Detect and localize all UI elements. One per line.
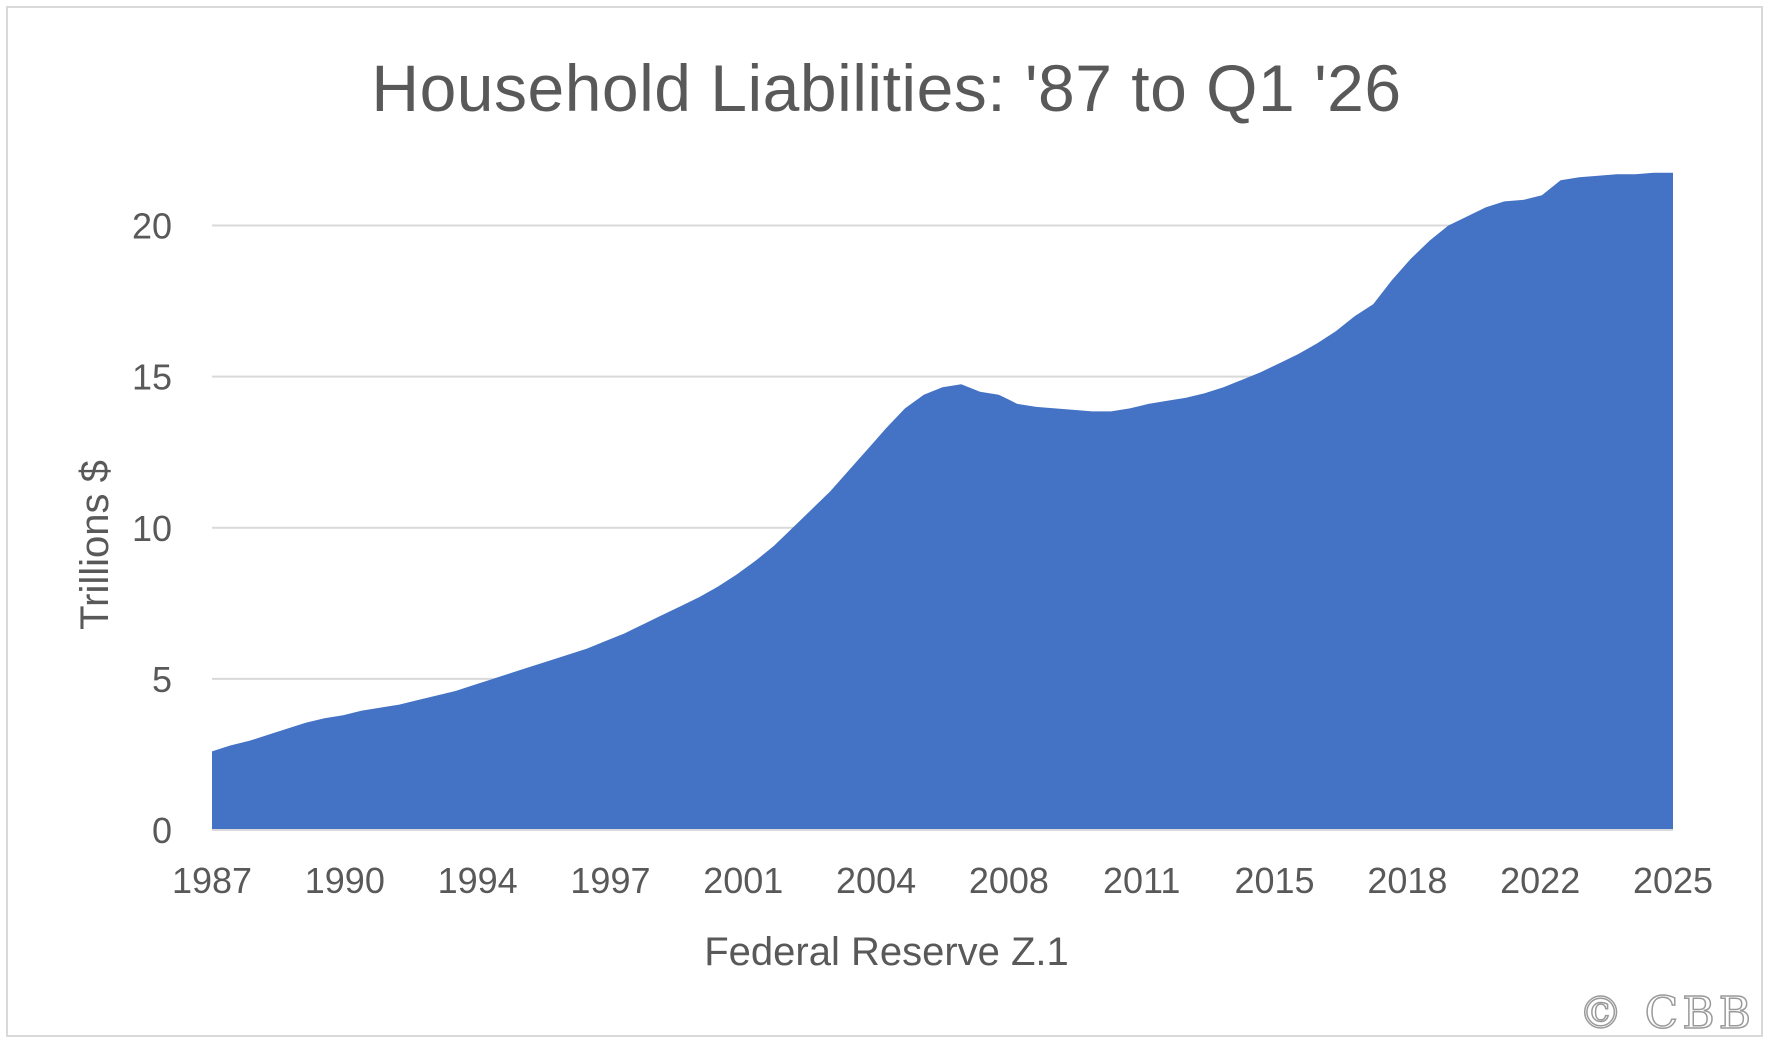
- y-tick-label: 10: [132, 508, 172, 549]
- x-tick-label: 1994: [438, 860, 518, 901]
- x-tick-label: 2008: [969, 860, 1049, 901]
- y-tick-label: 20: [132, 206, 172, 247]
- x-axis-label: Federal Reserve Z.1: [704, 930, 1069, 974]
- x-tick-label: 2022: [1500, 860, 1580, 901]
- area-series: [212, 172, 1673, 830]
- x-tick-label: 2015: [1234, 860, 1314, 901]
- y-axis-label: Trillions $: [73, 460, 117, 630]
- x-tick-label: 2025: [1633, 860, 1713, 901]
- y-axis-ticks: 0 5 10 15 20: [132, 206, 172, 851]
- chart-title: Household Liabilities: '87 to Q1 '26: [371, 51, 1402, 125]
- y-tick-label: 15: [132, 357, 172, 398]
- copyright-watermark: © CBB: [1578, 987, 1755, 1040]
- x-tick-label: 1997: [570, 860, 650, 901]
- x-tick-label: 2018: [1367, 860, 1447, 901]
- x-tick-label: 2004: [836, 860, 916, 901]
- x-axis-ticks: 1987 1990 1994 1997 2001 2004 2008 2011 2015 2018…: [172, 860, 1713, 901]
- y-tick-label: 0: [152, 810, 172, 851]
- x-tick-label: 2001: [703, 860, 783, 901]
- y-tick-label: 5: [152, 659, 172, 700]
- x-tick-label: 2011: [1103, 860, 1180, 901]
- x-tick-label: 1987: [172, 860, 252, 901]
- x-tick-label: 1990: [305, 860, 385, 901]
- household-liabilities-area: [212, 172, 1673, 830]
